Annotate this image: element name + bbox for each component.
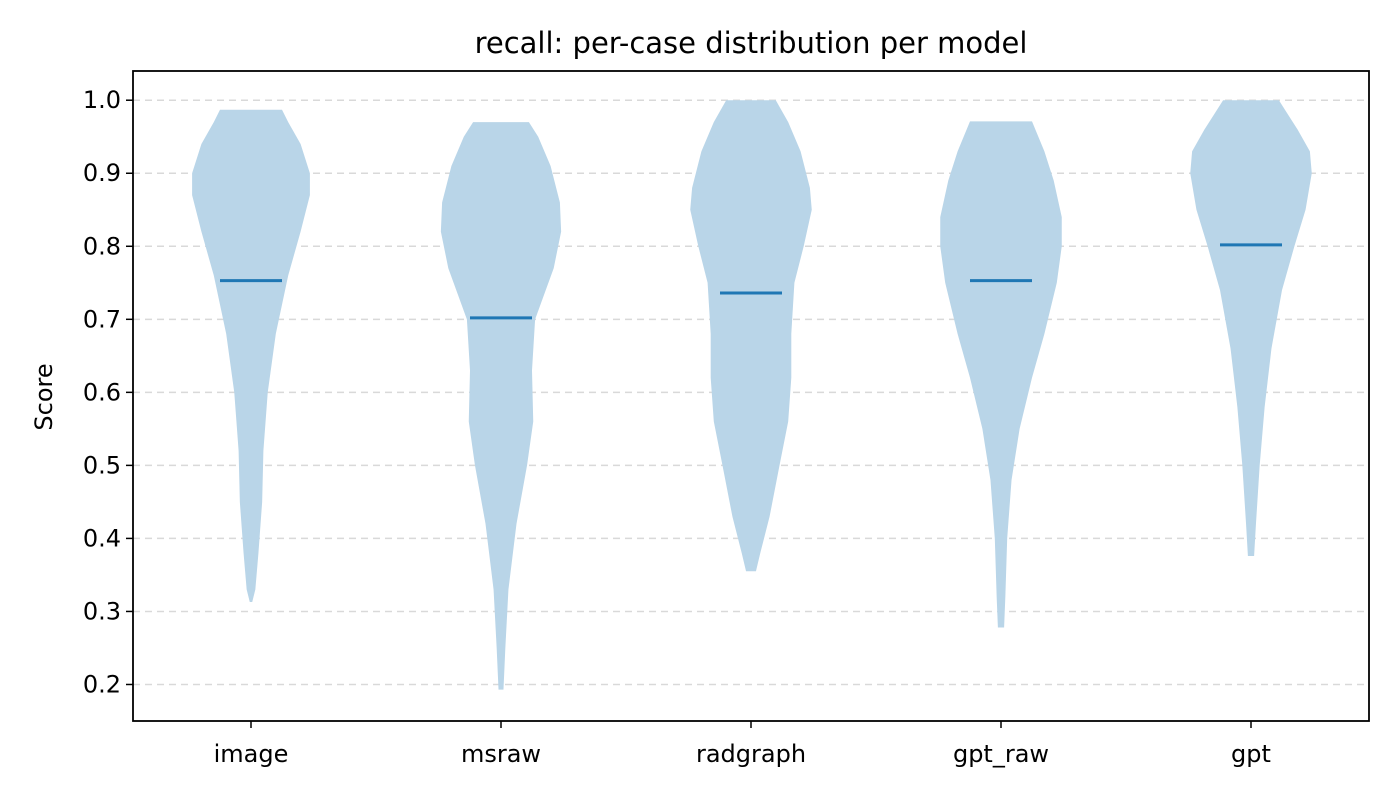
y-tick-label: 0.2 (83, 670, 121, 698)
y-tick-label: 0.4 (83, 524, 121, 552)
y-tick-label: 0.7 (83, 305, 121, 333)
violin-image (192, 109, 310, 602)
y-tick-label: 0.3 (83, 597, 121, 625)
x-tick-label: gpt_raw (953, 740, 1049, 768)
x-axis-ticks: image msraw radgraph gpt_raw gpt (214, 721, 1271, 768)
chart-title: recall: per-case distribution per model (475, 26, 1028, 60)
y-tick-label: 1.0 (83, 86, 121, 114)
violin-gpt (1190, 100, 1312, 556)
violins (192, 100, 1312, 690)
y-tick-label: 0.9 (83, 159, 121, 187)
medians (220, 243, 1282, 320)
x-tick-label: gpt (1231, 740, 1271, 768)
x-tick-label: image (214, 740, 289, 768)
plot-frame (132, 70, 1370, 722)
violin-radgraph (690, 100, 812, 572)
violin-gpt_raw (940, 121, 1062, 628)
y-tick-label: 0.8 (83, 232, 121, 260)
y-tick-label: 0.6 (83, 378, 121, 406)
y-tick-label: 0.5 (83, 451, 121, 479)
y-axis-ticks: 0.2 0.3 0.4 0.5 0.6 0.7 0.8 0.9 1.0 (83, 86, 133, 698)
x-tick-label: radgraph (696, 740, 806, 768)
violin-msraw (440, 122, 562, 690)
y-axis-label: Score (30, 363, 58, 430)
x-tick-label: msraw (461, 740, 541, 768)
